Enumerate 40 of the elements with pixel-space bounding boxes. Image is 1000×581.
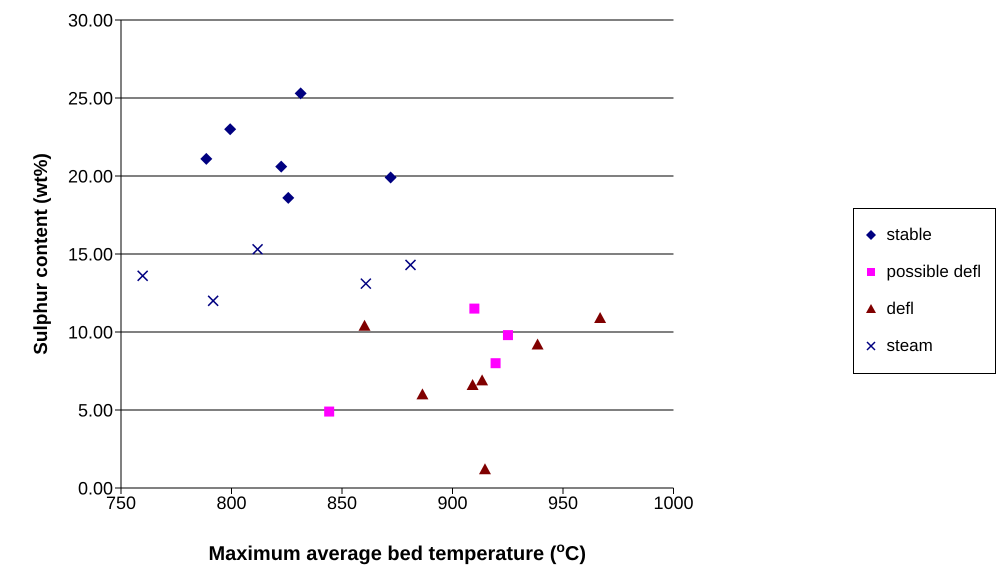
point: [594, 312, 606, 323]
point: [478, 463, 491, 474]
y-tick-label: 0.00: [78, 478, 113, 498]
point: [324, 406, 334, 417]
y-tick-label: 10.00: [68, 322, 113, 342]
x-tick-label: 800: [216, 492, 247, 513]
point: [282, 192, 294, 204]
x-axis-title: Maximum average bed temperature ($^{o}$C): [208, 539, 586, 565]
x-tick-label: 950: [548, 492, 578, 513]
y-tick-label: 15.00: [68, 244, 113, 264]
point: [224, 123, 236, 136]
point: [469, 304, 480, 314]
x-tick-label: 850: [326, 492, 358, 513]
point: [502, 330, 513, 340]
y-tick-label: 20.00: [68, 166, 113, 186]
legend-label: stable: [886, 225, 932, 245]
legend-label: possible defl: [886, 262, 981, 282]
point: [294, 87, 307, 100]
y-axis-title: Sulphur content (wt%): [31, 153, 52, 355]
point: [384, 172, 397, 184]
point: [200, 152, 212, 165]
point: [136, 270, 148, 282]
point: [207, 295, 219, 307]
point: [476, 374, 488, 386]
point: [360, 278, 372, 290]
legend-label: steam: [886, 336, 933, 356]
y-tick-label: 25.00: [68, 88, 113, 108]
y-tick-label: 30.00: [68, 10, 113, 30]
x-tick-label: 900: [437, 492, 468, 513]
point: [404, 259, 416, 271]
point: [358, 320, 371, 331]
point: [532, 338, 544, 350]
point: [252, 244, 264, 256]
point: [416, 388, 428, 400]
y-tick-label: 5.00: [78, 400, 113, 420]
point: [490, 358, 501, 368]
point: [275, 160, 288, 173]
point: [466, 379, 479, 390]
x-tick-label: 1000: [653, 492, 694, 513]
legend-label: defl: [886, 299, 914, 319]
